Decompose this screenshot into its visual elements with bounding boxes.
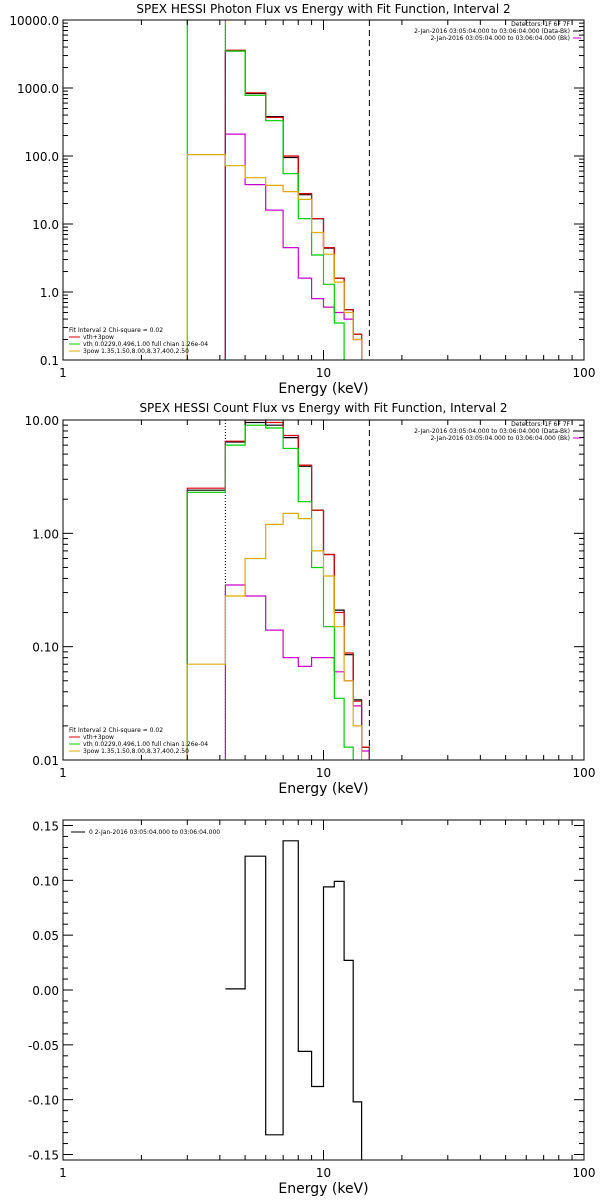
legend-top-entry: Detectors: 1F 6F 7F — [511, 421, 570, 428]
legend-top-entry: 2-Jan-2016 03:05:04.000 to 03:06:04.000 … — [430, 35, 570, 42]
x-tick-label: 10 — [316, 366, 331, 380]
series-line-1 — [186, 421, 370, 760]
plot-area — [225, 840, 363, 1160]
chart-1: SPEX HESSI Photon Flux vs Energy with Fi… — [9, 2, 596, 397]
series-line-2 — [224, 584, 370, 760]
legend-top-entry: 2-Jan-2016 03:05:04.000 to 03:06:04.000 … — [414, 428, 570, 435]
x-tick-label: 10 — [316, 766, 331, 780]
series-line-2 — [224, 133, 363, 360]
series-line-3 — [224, 49, 363, 360]
y-tick-label: 0.15 — [32, 819, 59, 833]
y-tick-label: 0.05 — [32, 929, 59, 943]
y-tick-label: 0.00 — [32, 984, 59, 998]
x-tick-label: 100 — [573, 1166, 596, 1180]
plot-area — [186, 420, 370, 760]
legend-top-entry: 2-Jan-2016 03:05:04.000 to 03:06:04.000 … — [414, 28, 570, 35]
x-tick-label: 1 — [59, 766, 67, 780]
y-tick-label: 0.10 — [32, 874, 59, 888]
y-tick-label: 1000.0 — [17, 82, 59, 96]
y-tick-label: 10000.0 — [9, 14, 59, 28]
y-tick-label: 10.0 — [32, 218, 59, 232]
x-tick-label: 100 — [573, 766, 596, 780]
series-line-1 — [224, 50, 363, 360]
legend-top-entry: Detectors: 1F 6F 7F — [511, 21, 570, 28]
plot-frame — [62, 19, 585, 361]
y-tick-label: 0.01 — [32, 754, 59, 768]
legend-bottom-entry: Fit Interval 2 Chi-square = 0.02 — [69, 727, 163, 734]
series-line-1 — [225, 840, 363, 1160]
y-tick-label: -0.15 — [28, 1149, 59, 1163]
series-line-4 — [186, 424, 354, 760]
y-tick-label: 0.1 — [40, 354, 59, 368]
legend-bottom-entry: vth 0.0229,0.496,1.00 full chian 1.26e-0… — [83, 741, 208, 748]
x-tick-label: 1 — [59, 1166, 67, 1180]
series-line-3 — [186, 420, 370, 760]
y-tick-label: -0.05 — [28, 1039, 59, 1053]
legend-bottom-entry: 3pow 1.35,1.50,8.00,8.37,400,2.50 — [83, 348, 189, 355]
x-tick-label: 1 — [59, 366, 67, 380]
legend-bottom-entry: vth+3pow — [83, 334, 114, 341]
plot-area — [186, 20, 363, 360]
series-line-5 — [186, 512, 363, 760]
x-axis-label: Energy (keV) — [278, 781, 368, 797]
chart-2: SPEX HESSI Count Flux vs Energy with Fit… — [25, 401, 596, 797]
chart-title: SPEX HESSI Photon Flux vs Energy with Fi… — [136, 2, 510, 16]
chart-title: SPEX HESSI Count Flux vs Energy with Fit… — [139, 401, 507, 415]
x-axis-label: Energy (keV) — [278, 381, 368, 397]
x-tick-label: 10 — [316, 1166, 331, 1180]
legend-entry: 0 2-Jan-2016 03:05:04.000 to 03:06:04.00… — [89, 829, 220, 836]
y-tick-label: 100.0 — [25, 150, 59, 164]
y-tick-label: 0.10 — [32, 641, 59, 655]
x-axis-label: Energy (keV) — [278, 1181, 368, 1197]
y-tick-label: -0.10 — [28, 1094, 59, 1108]
y-tick-label: 1.0 — [40, 286, 59, 300]
legend-bottom-entry: vth 0.0229,0.496,1.00 full chian 1.26e-0… — [83, 341, 208, 348]
legend-bottom-entry: Fit Interval 2 Chi-square = 0.02 — [69, 327, 163, 334]
y-tick-label: 10.00 — [25, 414, 59, 428]
y-tick-label: 1.00 — [32, 527, 59, 541]
chart-3: 1 10 100 Energy (keV) -0.15 -0.10 -0.05 0.00 0.0… — [28, 819, 596, 1197]
legend-bottom-entry: vth+3pow — [83, 734, 114, 741]
series-line-5 — [186, 154, 363, 360]
legend-top-entry: 2-Jan-2016 03:05:04.000 to 03:06:04.000 … — [430, 435, 570, 442]
series-line-4 — [186, 20, 345, 360]
x-tick-label: 100 — [573, 366, 596, 380]
legend-bottom-entry: 3pow 1.35,1.50,8.00,8.37,400,2.50 — [83, 748, 189, 755]
